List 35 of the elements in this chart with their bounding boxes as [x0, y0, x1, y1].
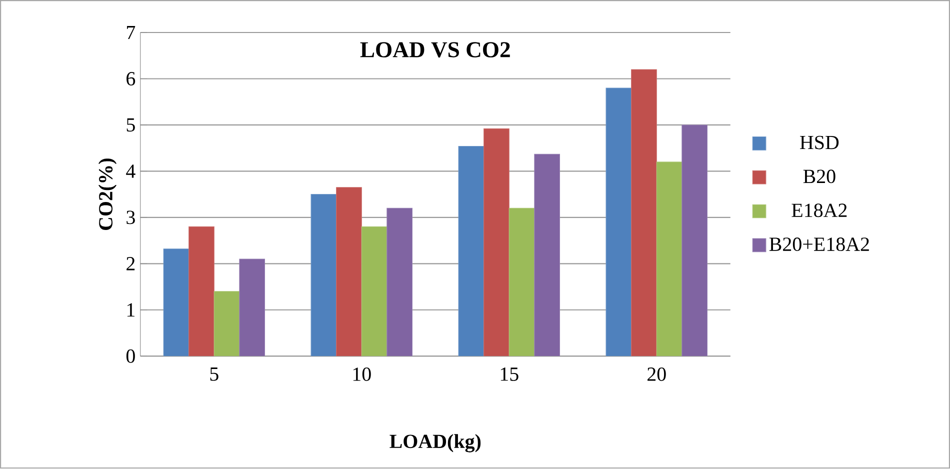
bar — [214, 291, 240, 356]
y-tick-label: 2 — [126, 257, 135, 271]
legend-label: B20 — [803, 170, 836, 184]
bar — [336, 187, 362, 356]
bar — [508, 208, 535, 356]
y-tick-label: 4 — [126, 164, 136, 178]
legend-label: B20+E18A2 — [769, 238, 869, 252]
bar — [656, 162, 682, 356]
bar — [631, 69, 657, 356]
bar — [188, 226, 214, 356]
bar — [606, 88, 632, 356]
y-tick-label: 0 — [126, 350, 135, 364]
legend-label: HSD — [800, 136, 839, 150]
bar — [361, 226, 388, 356]
bar — [239, 259, 266, 356]
bar — [163, 248, 190, 356]
y-tick-label: 3 — [126, 210, 135, 224]
x-tick-label: 5 — [210, 368, 218, 381]
x-axis-title: LOAD(kg) — [390, 434, 481, 453]
y-tick-label: 6 — [126, 72, 136, 86]
bar — [458, 146, 484, 356]
bar — [310, 194, 337, 356]
x-tick-label: 10 — [353, 368, 371, 382]
bar — [682, 124, 708, 356]
y-tick-label: 7 — [127, 26, 136, 40]
y-tick-label: 1 — [127, 304, 134, 317]
y-tick-label: 5 — [126, 118, 135, 132]
bar — [386, 208, 413, 356]
legend-label: E18A2 — [792, 204, 847, 218]
x-tick-label: 20 — [648, 368, 666, 382]
chart-title: LOAD VS CO2 — [360, 42, 510, 58]
bar — [534, 154, 560, 356]
bar — [484, 128, 510, 356]
y-axis-title: CO2(%) — [98, 158, 117, 230]
x-tick-label: 15 — [500, 368, 518, 382]
